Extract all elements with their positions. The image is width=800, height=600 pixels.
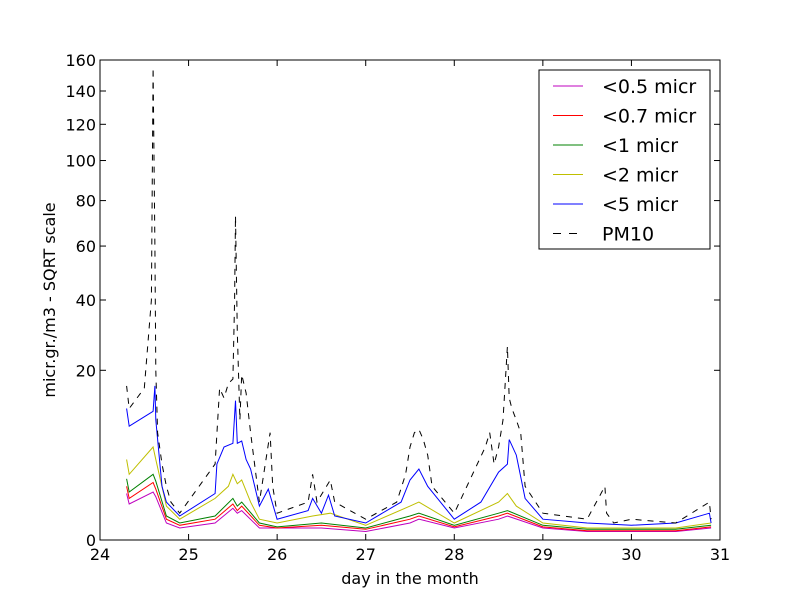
y-tick-label: 40 — [76, 291, 96, 310]
y-tick-label: 160 — [65, 51, 96, 70]
y-tick-label: 0 — [86, 531, 96, 550]
y-axis: 0 20 40 60 80 100 120 140 160 — [65, 51, 720, 550]
series-line-3 — [126, 445, 712, 529]
x-tick-label: 25 — [178, 545, 198, 564]
x-tick-label: 30 — [621, 545, 641, 564]
y-tick-label: 60 — [76, 237, 96, 256]
x-tick-label: 28 — [444, 545, 464, 564]
series-layer — [126, 67, 712, 533]
x-tick-label: 31 — [710, 545, 730, 564]
legend-label-3: <2 micr — [602, 165, 678, 187]
y-axis-label: micr.gr./m3 - SQRT scale — [40, 202, 59, 397]
y-tick-label: 80 — [76, 192, 96, 211]
series-line-1 — [126, 481, 712, 532]
x-tick-label: 26 — [267, 545, 287, 564]
legend-label-0: <0.5 micr — [602, 76, 696, 98]
y-tick-label: 120 — [65, 115, 96, 134]
x-tick-label: 27 — [356, 545, 376, 564]
y-tick-label: 20 — [76, 361, 96, 380]
series-line-5 — [126, 67, 712, 524]
series-line-2 — [126, 473, 712, 530]
y-tick-label: 140 — [65, 82, 96, 101]
series-line-0 — [126, 491, 712, 533]
legend-label-5: PM10 — [602, 224, 654, 246]
legend-label-2: <1 micr — [602, 135, 678, 157]
y-tick-label: 100 — [65, 152, 96, 171]
x-axis-label: day in the month — [341, 569, 478, 588]
x-axis: 24 25 26 27 28 29 30 31 — [90, 60, 730, 564]
x-tick-label: 29 — [533, 545, 553, 564]
legend-box — [538, 69, 711, 250]
legend: <0.5 micr <0.7 micr <1 micr <2 micr <5 micr P… — [538, 69, 711, 250]
series-line-4 — [126, 385, 712, 526]
x-tick-label: 24 — [90, 545, 110, 564]
legend-label-4: <5 micr — [602, 194, 678, 216]
legend-label-1: <0.7 micr — [602, 106, 696, 128]
